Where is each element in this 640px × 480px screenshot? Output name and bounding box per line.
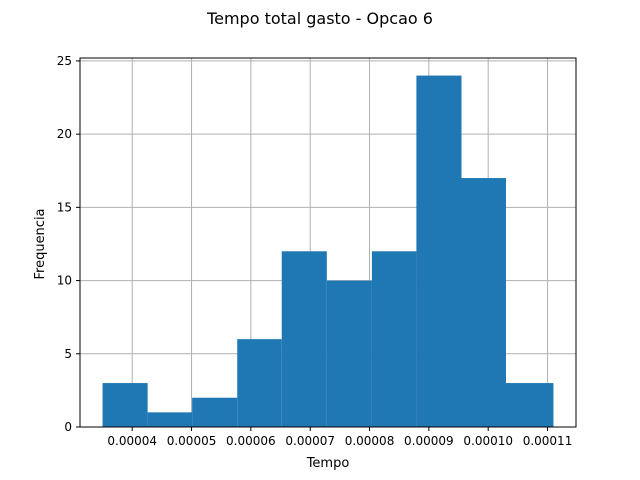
y-tick-label: 15: [57, 200, 72, 214]
x-tick-label: 0.00010: [463, 434, 513, 448]
y-tick-label: 10: [57, 274, 72, 288]
y-tick-label: 0: [64, 420, 72, 434]
histogram-bar: [237, 339, 282, 427]
x-tick-label: 0.00006: [226, 434, 276, 448]
histogram-bar: [461, 178, 506, 427]
chart-title: Tempo total gasto - Opcao 6: [206, 9, 433, 28]
x-tick-label: 0.00009: [404, 434, 454, 448]
histogram-bar: [371, 251, 417, 427]
y-tick-label: 5: [64, 347, 72, 361]
x-axis-label: Tempo: [306, 456, 350, 471]
x-tick-label: 0.00011: [523, 434, 573, 448]
histogram-bar: [505, 383, 554, 427]
x-tick-label: 0.00008: [345, 434, 395, 448]
x-tick-label: 0.00004: [107, 434, 157, 448]
histogram-bar: [326, 280, 372, 427]
histogram-bar: [281, 251, 327, 427]
bars: [102, 75, 554, 428]
x-tick-label: 0.00005: [167, 434, 217, 448]
histogram-bar: [416, 75, 462, 428]
y-tick-label: 25: [57, 54, 72, 68]
histogram-bar: [192, 397, 238, 427]
x-tick-label: 0.00007: [285, 434, 335, 448]
histogram-bar: [102, 383, 148, 427]
y-tick-label: 20: [57, 127, 72, 141]
axis-ticks: 0.00004 0.00005 0.00006 0.00007 0.00008 0.000…: [57, 54, 573, 448]
y-axis-label: Frequencia: [33, 208, 48, 279]
plot-frame: [79, 57, 577, 428]
histogram-bar: [147, 412, 193, 427]
